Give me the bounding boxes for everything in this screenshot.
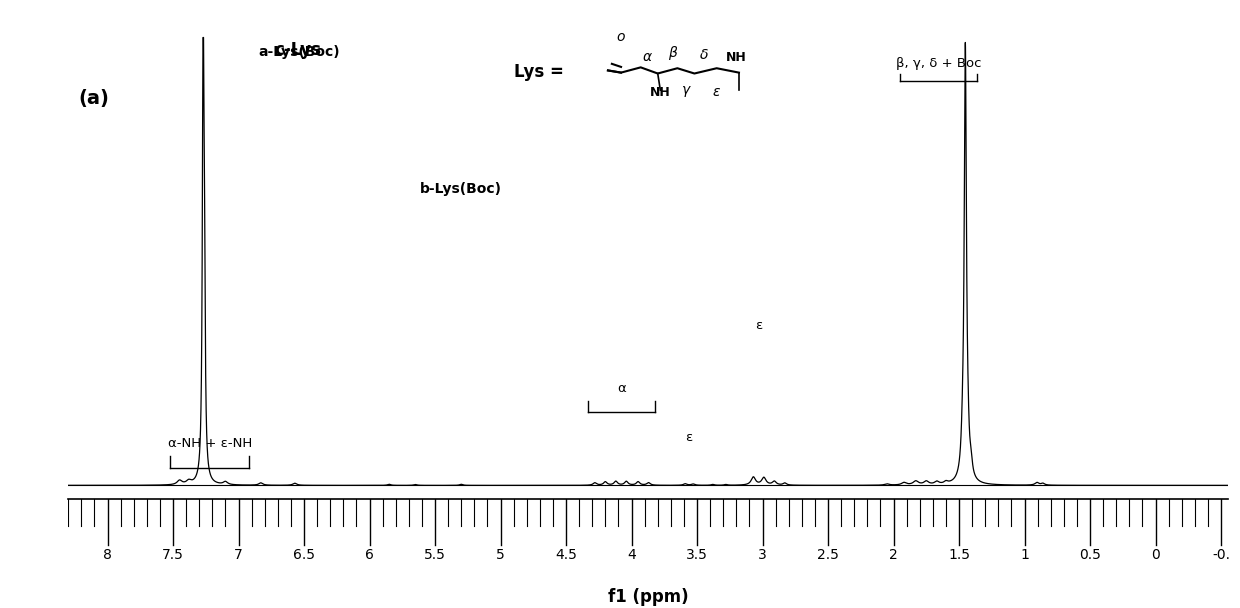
Text: 8: 8: [103, 548, 112, 562]
Text: 4.5: 4.5: [556, 548, 577, 562]
Text: 3: 3: [758, 548, 766, 562]
Text: $\beta$: $\beta$: [668, 44, 678, 61]
Text: 0.5: 0.5: [1079, 548, 1101, 562]
Text: 5.5: 5.5: [424, 548, 446, 562]
Text: 2: 2: [889, 548, 898, 562]
Text: 6: 6: [365, 548, 374, 562]
Text: $\alpha$: $\alpha$: [642, 50, 652, 64]
Text: 4: 4: [627, 548, 636, 562]
Text: 1.5: 1.5: [949, 548, 970, 562]
Text: Lys =: Lys =: [513, 63, 563, 81]
Text: NH: NH: [650, 86, 671, 99]
Text: (a): (a): [78, 89, 109, 108]
Text: $\gamma$: $\gamma$: [681, 84, 692, 99]
Text: $\varepsilon$: $\varepsilon$: [712, 85, 722, 99]
Text: 7: 7: [234, 548, 243, 562]
Text: ε: ε: [686, 430, 693, 444]
Text: 5: 5: [496, 548, 505, 562]
Text: c-Lys: c-Lys: [274, 41, 321, 60]
Text: 7.5: 7.5: [162, 548, 184, 562]
Text: 0: 0: [1151, 548, 1159, 562]
Text: NH: NH: [725, 51, 746, 64]
Text: b-Lys(Boc): b-Lys(Boc): [420, 182, 502, 196]
Text: $\delta$: $\delta$: [698, 47, 708, 61]
Text: 1: 1: [1021, 548, 1029, 562]
Text: f1 (ppm): f1 (ppm): [608, 588, 688, 606]
Text: α-NH + ε-NH: α-NH + ε-NH: [167, 437, 252, 451]
Text: o: o: [616, 30, 625, 44]
Text: 3.5: 3.5: [686, 548, 708, 562]
Text: a-Lys(Boc): a-Lys(Boc): [258, 46, 340, 60]
Text: 2.5: 2.5: [817, 548, 839, 562]
Text: ε: ε: [755, 319, 763, 332]
Text: 6.5: 6.5: [293, 548, 315, 562]
Text: -0.: -0.: [1211, 548, 1230, 562]
Text: β, γ, δ + Boc: β, γ, δ + Boc: [897, 57, 982, 70]
Text: α: α: [618, 382, 626, 395]
